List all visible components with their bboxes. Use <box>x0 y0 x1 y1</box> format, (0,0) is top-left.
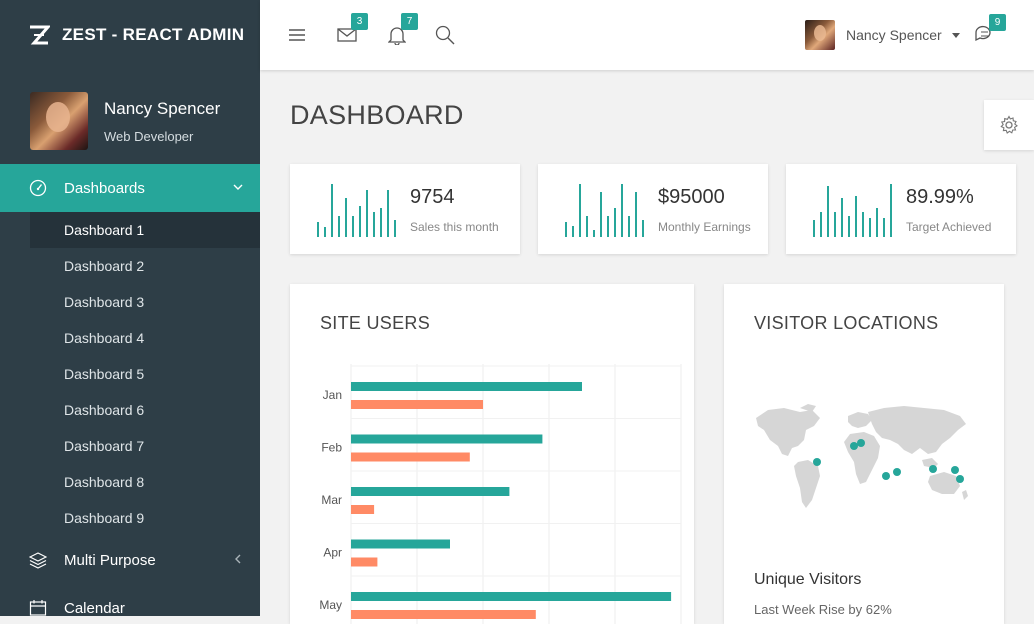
search-icon <box>435 25 455 45</box>
sidebar-item-multi-purpose[interactable]: Multi Purpose <box>0 536 260 584</box>
sidebar-item-dashboards[interactable]: Dashboards <box>0 164 260 212</box>
sidebar-nav: Dashboards Dashboard 1 Dashboard 2 Dashb… <box>0 164 260 616</box>
layers-icon <box>28 550 48 570</box>
mail-count-badge: 3 <box>351 13 368 30</box>
sparkline <box>813 184 892 237</box>
brand[interactable]: ZEST - REACT ADMIN <box>0 0 260 70</box>
profile-name: Nancy Spencer <box>104 98 221 118</box>
stat-card-sales: 9754 Sales this month <box>290 164 520 254</box>
bar-jan-series-2[interactable] <box>351 400 483 409</box>
gear-icon <box>1000 115 1018 134</box>
visitor-note: Last Week Rise by 62% <box>754 602 892 617</box>
y-tick-label: Feb <box>321 441 342 455</box>
sidebar-subitem-dashboard-9[interactable]: Dashboard 9 <box>64 510 145 526</box>
bar-apr-series-2[interactable] <box>351 557 378 567</box>
notification-count-badge: 7 <box>401 13 418 30</box>
chat-count-badge: 9 <box>989 14 1006 31</box>
stat-value: 9754 <box>410 186 455 208</box>
hamburger-menu-icon[interactable] <box>286 24 308 46</box>
stat-label: Target Achieved <box>906 220 992 234</box>
sidebar-subitem-dashboard-7[interactable]: Dashboard 7 <box>64 438 145 454</box>
bar-may-series-2[interactable] <box>351 610 536 619</box>
sidebar-subitem-dashboard-1[interactable]: Dashboard 1 <box>30 212 260 248</box>
bar-feb-series-2[interactable] <box>351 452 470 462</box>
speedometer-icon <box>28 178 48 198</box>
stat-label: Monthly Earnings <box>658 220 751 234</box>
sidebar-subitem-dashboard-3[interactable]: Dashboard 3 <box>64 294 145 310</box>
card-title: VISITOR LOCATIONS <box>754 313 939 333</box>
world-map <box>756 404 968 508</box>
bar-mar-series-1[interactable] <box>351 487 510 496</box>
bell-icon <box>388 27 406 45</box>
notifications-button[interactable] <box>386 24 408 46</box>
sidebar-item-label: Dashboards <box>64 179 145 197</box>
y-tick-label: Apr <box>323 546 342 560</box>
sidebar-subitem-dashboard-8[interactable]: Dashboard 8 <box>64 474 145 490</box>
stat-value: 89.99% <box>906 186 974 208</box>
card-title: SITE USERS <box>320 313 431 333</box>
mail-button[interactable] <box>336 24 358 46</box>
mail-icon <box>337 28 357 42</box>
site-users-card: SITE USERS Jan Feb Mar Apr May <box>290 284 694 624</box>
profile-avatar[interactable] <box>30 92 88 150</box>
visitor-subtitle: Unique Visitors <box>754 571 862 588</box>
user-name: Nancy Spencer <box>846 27 942 43</box>
sidebar-subitem-dashboard-5[interactable]: Dashboard 5 <box>64 366 145 382</box>
stat-card-earnings: $95000 Monthly Earnings <box>538 164 768 254</box>
stat-card-target: 89.99% Target Achieved <box>786 164 1016 254</box>
sidebar: ZEST - REACT ADMIN Nancy Spencer Web Dev… <box>0 0 260 616</box>
search-button[interactable] <box>434 24 456 46</box>
user-avatar <box>805 20 835 50</box>
zest-logo-icon <box>30 25 50 45</box>
sidebar-subitem-dashboard-6[interactable]: Dashboard 6 <box>64 402 145 418</box>
sidebar-subitem-dashboard-4[interactable]: Dashboard 4 <box>64 330 145 346</box>
calendar-icon <box>28 598 48 616</box>
settings-button[interactable] <box>984 100 1034 150</box>
chevron-left-icon <box>232 552 244 569</box>
sparkline <box>565 184 644 237</box>
chevron-down-icon <box>232 180 244 197</box>
bar-jan-series-1[interactable] <box>351 382 582 391</box>
user-menu-dropdown[interactable]: Nancy Spencer <box>805 20 960 50</box>
stat-label: Sales this month <box>410 220 499 234</box>
profile-role: Web Developer <box>104 128 194 144</box>
caret-down-icon <box>951 32 960 38</box>
brand-title: ZEST - REACT ADMIN <box>62 25 245 44</box>
y-tick-label: May <box>319 598 342 612</box>
page-title: DASHBOARD <box>290 100 464 130</box>
bar-mar-series-2[interactable] <box>351 505 375 514</box>
sidebar-item-label: Calendar <box>64 599 125 617</box>
topbar: 3 7 Nancy Spencer 9 <box>260 0 1034 70</box>
sparkline <box>317 184 396 237</box>
site-users-chart: Jan Feb Mar Apr May <box>319 364 682 624</box>
visitor-locations-card: VISITOR LOCATIONS Unique Visitors Last W… <box>724 284 1004 624</box>
bar-apr-series-1[interactable] <box>351 539 450 549</box>
sidebar-profile: Nancy Spencer Web Developer <box>0 70 260 162</box>
y-tick-label: Jan <box>323 388 342 402</box>
y-tick-label: Mar <box>321 493 342 507</box>
bar-may-series-1[interactable] <box>351 592 672 601</box>
sidebar-item-calendar[interactable]: Calendar <box>0 584 260 616</box>
sidebar-subitem-dashboard-2[interactable]: Dashboard 2 <box>64 258 145 274</box>
stat-value: $95000 <box>658 186 725 208</box>
bar-feb-series-1[interactable] <box>351 434 543 444</box>
sidebar-item-label: Multi Purpose <box>64 551 156 569</box>
